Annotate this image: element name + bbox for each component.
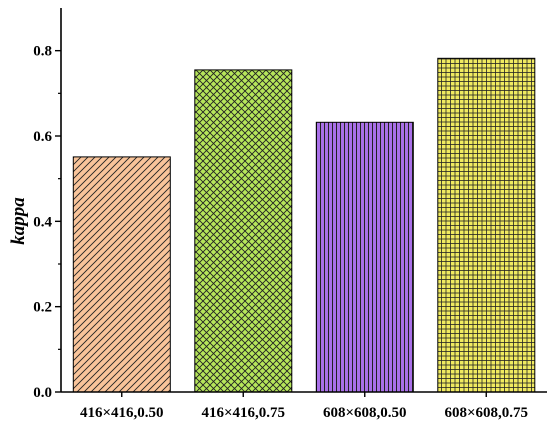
x-tick-label: 608×608,0.75 — [444, 405, 528, 421]
x-tick-label: 608×608,0.50 — [323, 405, 407, 421]
x-tick-label: 416×416,0.50 — [80, 405, 164, 421]
y-tick-label: 0.2 — [33, 300, 52, 316]
bar-2 — [315, 121, 414, 393]
x-ticks-group: 416×416,0.50 416×416,0.75 608×608,0.50 608×… — [80, 392, 528, 421]
y-tick-label: 0.0 — [33, 385, 52, 401]
y-tick-label: 0.4 — [33, 214, 52, 230]
bar-3 — [437, 57, 536, 393]
bars-group — [72, 57, 536, 393]
y-tick-label: 0.8 — [33, 44, 52, 60]
bar-1 — [194, 69, 293, 393]
y-tick-label: 0.6 — [33, 129, 52, 145]
y-ticks-group: 0.0 0.2 0.4 0.6 0.8 — [33, 44, 61, 401]
bar-0 — [72, 156, 171, 393]
y-axis-title: kappa — [8, 197, 29, 245]
x-tick-label: 416×416,0.75 — [201, 405, 285, 421]
